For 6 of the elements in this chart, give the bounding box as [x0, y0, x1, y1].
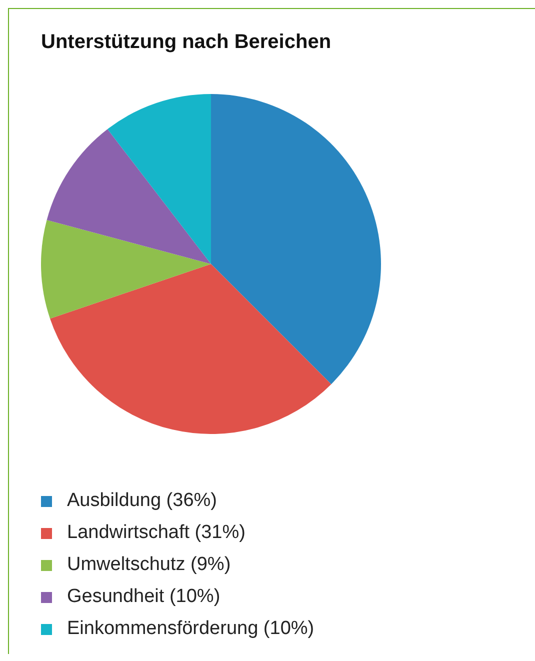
- legend-label: Gesundheit (10%): [67, 586, 220, 608]
- chart-title: Unterstützung nach Bereichen: [41, 31, 332, 54]
- legend-label: Umweltschutz (9%): [67, 554, 231, 576]
- legend-label: Ausbildung (36%): [67, 490, 217, 512]
- legend-label: Einkommensförderung (10%): [67, 618, 314, 640]
- legend-label: Landwirtschaft (31%): [67, 522, 246, 544]
